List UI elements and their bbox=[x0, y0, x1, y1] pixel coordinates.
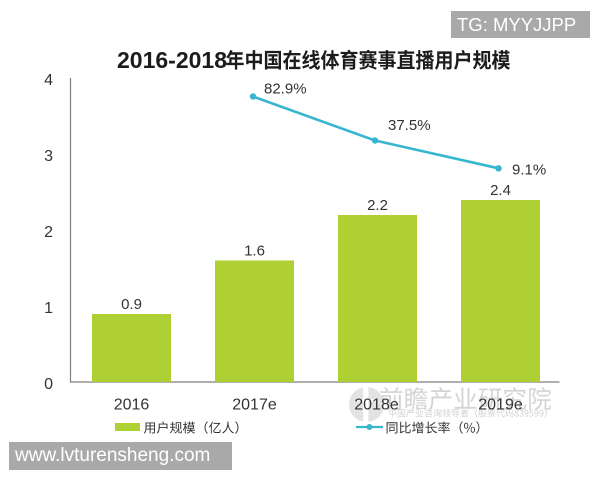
svg-text:TG: MYYJJPP: TG: MYYJJPP bbox=[457, 14, 576, 35]
svg-text:37.5%: 37.5% bbox=[388, 117, 431, 134]
svg-text:0: 0 bbox=[44, 376, 53, 393]
svg-text:2.4: 2.4 bbox=[490, 182, 511, 199]
svg-text:1.6: 1.6 bbox=[244, 242, 265, 259]
svg-text:4: 4 bbox=[44, 72, 53, 89]
svg-text:2018e: 2018e bbox=[354, 397, 399, 414]
svg-text:3: 3 bbox=[44, 148, 53, 165]
svg-text:9.1%: 9.1% bbox=[512, 162, 546, 179]
svg-text:0.9: 0.9 bbox=[121, 296, 142, 313]
svg-text:2019e: 2019e bbox=[478, 397, 523, 414]
svg-text:www.lvturensheng.com: www.lvturensheng.com bbox=[14, 445, 210, 466]
svg-text:2.2: 2.2 bbox=[367, 197, 388, 214]
svg-text:2016-2018: 2016-2018 bbox=[117, 47, 227, 73]
svg-text:2016: 2016 bbox=[114, 397, 150, 414]
svg-text:2017e: 2017e bbox=[232, 397, 277, 414]
svg-text:1: 1 bbox=[44, 300, 53, 317]
svg-text:82.9%: 82.9% bbox=[264, 81, 307, 98]
svg-text:2: 2 bbox=[44, 224, 53, 241]
